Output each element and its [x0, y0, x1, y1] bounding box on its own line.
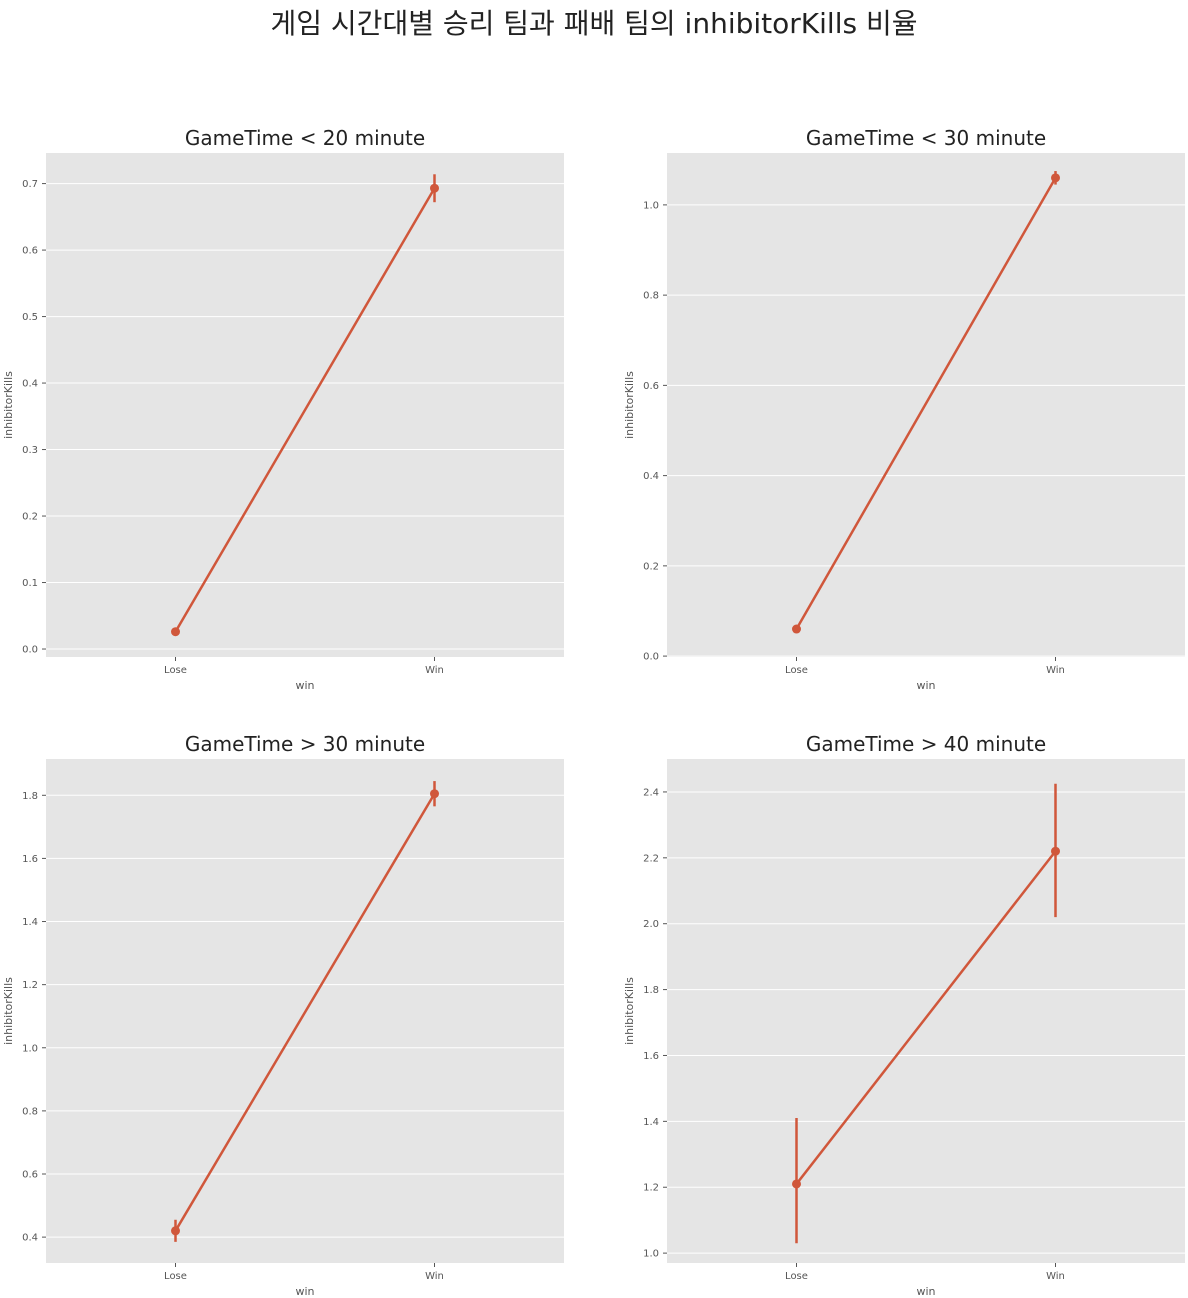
panel-2-y-tick-label: 0.0: [643, 652, 659, 663]
panel-4-data-point: [792, 1179, 801, 1189]
panel-2-title: GameTime < 30 minute: [806, 126, 1046, 150]
panel-4-y-tick-label: 1.0: [643, 1249, 659, 1260]
panel-2-x-tick-label: Win: [1046, 665, 1065, 676]
panel-4-y-tick-label: 1.2: [643, 1183, 659, 1194]
panel-3-y-tick-label: 0.6: [22, 1170, 38, 1181]
panel-3-title: GameTime > 30 minute: [185, 732, 425, 756]
panel-3-data-point: [171, 1226, 180, 1236]
panel-2-data-point: [1051, 173, 1060, 183]
panel-3-y-tick-label: 1.0: [22, 1043, 38, 1054]
panel-1-y-tick-label: 0.7: [22, 179, 38, 190]
panel-3-data-point: [430, 789, 439, 799]
panel-1-y-tick-label: 0.0: [22, 645, 38, 656]
panel-4-x-tick-label: Win: [1046, 1271, 1065, 1282]
panel-4-y-axis-label: inhibitorKills: [623, 977, 636, 1045]
panel-1-plot-area: [46, 153, 564, 657]
panel-1-x-tick-label: Win: [425, 665, 444, 676]
panel-2-y-tick-label: 0.8: [643, 291, 659, 302]
panel-1-series-line: [174, 187, 436, 633]
panel-3-y-tick-label: 1.8: [22, 791, 38, 802]
panel-3-x-tick-label: Win: [425, 1271, 444, 1282]
panel-4-y-tick-label: 1.8: [643, 985, 659, 996]
panel-3-y-tick-label: 0.4: [22, 1233, 38, 1244]
panel-2-series-line: [795, 177, 1057, 630]
panel-3-y-tick-label: 0.8: [22, 1106, 38, 1117]
panel-2-y-tick-label: 0.2: [643, 561, 659, 572]
panel-3-x-tick-label: Lose: [164, 1271, 187, 1282]
panel-4-title: GameTime > 40 minute: [806, 732, 1046, 756]
panel-1-data-point: [430, 183, 439, 193]
panel-1-title: GameTime < 20 minute: [185, 126, 425, 150]
panel-1-x-tick-label: Lose: [164, 665, 187, 676]
panel-3-y-tick-label: 1.2: [22, 980, 38, 991]
panel-1-x-axis-label: win: [295, 679, 314, 692]
panel-4-y-tick-label: 1.6: [643, 1051, 659, 1062]
panel-4-series-line: [795, 850, 1057, 1185]
panel-1-y-tick-label: 0.4: [22, 379, 38, 390]
panel-1-data-point: [171, 627, 180, 637]
panel-4-data-point: [1051, 846, 1060, 856]
panel-2-y-tick-label: 1.0: [643, 200, 659, 211]
panel-3-y-tick-label: 1.6: [22, 854, 38, 865]
panel-4-y-tick-label: 2.0: [643, 919, 659, 930]
panel-4-y-tick-label: 1.4: [643, 1117, 659, 1128]
panel-1-y-tick-label: 0.5: [22, 312, 38, 323]
panel-2-y-tick-label: 0.4: [643, 471, 659, 482]
panel-4-y-tick-label: 2.2: [643, 853, 659, 864]
panel-2-data-point: [792, 624, 801, 634]
panel-4-x-axis-label: win: [916, 1285, 935, 1298]
panel-3-series-line: [174, 793, 436, 1232]
panel-3-y-tick-label: 1.4: [22, 917, 38, 928]
panel-3-x-axis-label: win: [295, 1285, 314, 1298]
panel-2-y-tick-label: 0.6: [643, 381, 659, 392]
panel-4-y-tick-label: 2.4: [643, 787, 659, 798]
panel-4-plot-area: [667, 759, 1185, 1263]
figure-title: 게임 시간대별 승리 팀과 패배 팀의 inhibitorKills 비율: [270, 7, 918, 40]
panel-4-x-tick-label: Lose: [785, 1271, 808, 1282]
panel-1-y-axis-label: inhibitorKills: [2, 371, 15, 439]
panel-1-y-tick-label: 0.1: [22, 578, 38, 589]
panel-1-y-tick-label: 0.6: [22, 246, 38, 257]
panel-1-y-tick-label: 0.3: [22, 445, 38, 456]
panel-2-x-tick-label: Lose: [785, 665, 808, 676]
panel-3-y-axis-label: inhibitorKills: [2, 977, 15, 1045]
panel-2-y-axis-label: inhibitorKills: [623, 371, 636, 439]
panel-1-y-tick-label: 0.2: [22, 512, 38, 523]
panel-2-x-axis-label: win: [916, 679, 935, 692]
